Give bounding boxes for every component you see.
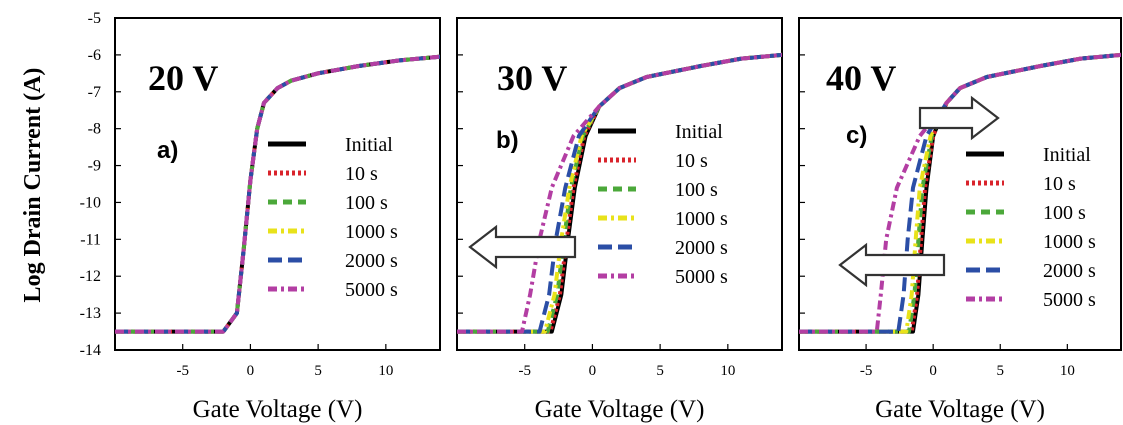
legend-label: Initial bbox=[345, 134, 393, 156]
series-line-5000-s bbox=[115, 54, 440, 334]
y-axis-label: Log Drain Current (A) bbox=[20, 68, 46, 303]
panel-title: 20 V bbox=[148, 58, 218, 98]
x-tick-label: 10 bbox=[720, 363, 735, 379]
legend-label: 1000 s bbox=[345, 221, 398, 243]
legend-label: 2000 s bbox=[675, 237, 728, 259]
legend: Initial 10 s 100 s 1000 s 2000 s 5000 s bbox=[268, 134, 398, 301]
x-tick-label: 10 bbox=[378, 363, 393, 379]
x-tick-label: -5 bbox=[176, 363, 189, 379]
series-line-5000-s bbox=[457, 52, 782, 334]
x-tick-label: 0 bbox=[929, 363, 937, 379]
legend-label: 10 s bbox=[675, 150, 708, 172]
x-tick-label: 5 bbox=[997, 363, 1005, 379]
y-tick-labels: -5 -6 -7 -8 -9 -10 -11 -12 -13 -14 bbox=[80, 10, 101, 359]
legend-label: 2000 s bbox=[345, 250, 398, 272]
y-tick-label: -7 bbox=[88, 84, 101, 101]
y-tick-label: -13 bbox=[80, 305, 101, 322]
y-tick-label: -8 bbox=[88, 121, 101, 138]
y-tick-label: -9 bbox=[88, 158, 101, 175]
plot-frame bbox=[456, 17, 783, 351]
y-tick-label: -6 bbox=[88, 47, 101, 64]
x-tick-label: -5 bbox=[518, 363, 531, 379]
plot-frame bbox=[798, 17, 1122, 351]
legend-label: Initial bbox=[675, 121, 723, 143]
panel-title: 30 V bbox=[497, 58, 567, 98]
legend-label: 100 s bbox=[1043, 202, 1086, 224]
x-tick-label: 5 bbox=[314, 363, 322, 379]
legend-label: 1000 s bbox=[1043, 231, 1096, 253]
x-axis-label: Gate Voltage (V) bbox=[193, 396, 363, 423]
legend: Initial 10 s 100 s 1000 s 2000 s 5000 s bbox=[966, 144, 1096, 311]
arrow-left-icon bbox=[838, 242, 946, 288]
legend-label: 10 s bbox=[345, 163, 378, 185]
panel-b: -5 0 5 10 Gate Voltage (V) 30 V b) Initial 10 s 1… bbox=[456, 17, 783, 423]
y-tick-label: -5 bbox=[88, 10, 101, 27]
y-tick-label: -10 bbox=[80, 194, 101, 211]
x-tick-label: 0 bbox=[247, 363, 255, 379]
x-axis-label: Gate Voltage (V) bbox=[875, 396, 1045, 423]
legend-label: 5000 s bbox=[345, 279, 398, 301]
panel-a: -5 0 5 10 Gate Voltage (V) 20 V a) Initial 10 s 1… bbox=[114, 17, 441, 423]
x-tick-label: 5 bbox=[656, 363, 664, 379]
legend: Initial 10 s 100 s 1000 s 2000 s 5000 s bbox=[598, 121, 728, 288]
legend-label: 2000 s bbox=[1043, 260, 1096, 282]
panel-label: c) bbox=[846, 122, 867, 149]
y-tick-label: -14 bbox=[80, 342, 101, 359]
panel-title: 40 V bbox=[826, 58, 896, 98]
legend-label: 5000 s bbox=[675, 266, 728, 288]
legend-label: 1000 s bbox=[675, 208, 728, 230]
arrow-left-icon bbox=[468, 224, 577, 270]
x-axis-label: Gate Voltage (V) bbox=[535, 396, 705, 423]
series-line-2000-s bbox=[457, 52, 782, 334]
x-tick-label: 10 bbox=[1060, 363, 1075, 379]
panel-label: b) bbox=[496, 127, 519, 154]
legend-label: 100 s bbox=[345, 192, 388, 214]
plot-frame bbox=[114, 17, 441, 351]
legend-label: Initial bbox=[1043, 144, 1091, 166]
legend-label: 5000 s bbox=[1043, 289, 1096, 311]
panel-label: a) bbox=[157, 137, 178, 164]
x-tick-label: 0 bbox=[589, 363, 597, 379]
arrow-right-icon bbox=[918, 95, 1000, 141]
x-tick-label: -5 bbox=[860, 363, 873, 379]
panel-c: -5 0 5 10 Gate Voltage (V) 40 V c) Initial 10 s 1… bbox=[798, 17, 1122, 423]
y-tick-label: -11 bbox=[80, 231, 101, 248]
legend-label: 100 s bbox=[675, 179, 718, 201]
legend-label: 10 s bbox=[1043, 173, 1076, 195]
y-tick-label: -12 bbox=[80, 268, 101, 285]
